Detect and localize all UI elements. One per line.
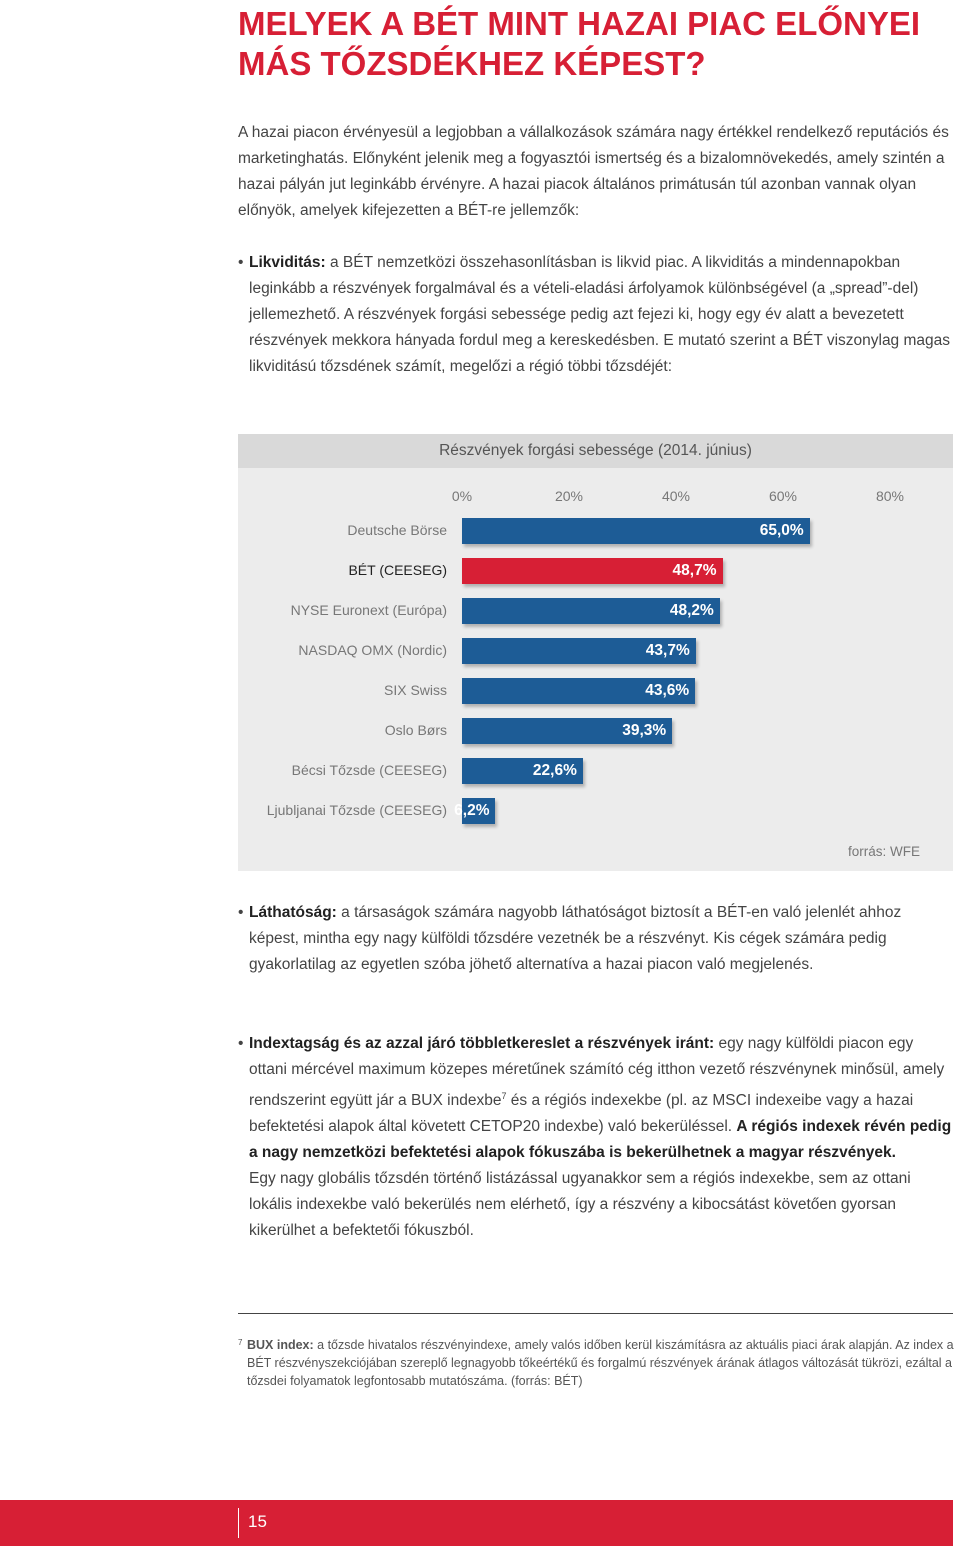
bullet-text: Egy nagy globális tőzsdén történő listáz… [249, 1170, 911, 1240]
bullet-bold: Láthatóság: [249, 904, 337, 921]
data-label: 65,0% [759, 522, 804, 539]
bullet-text: egy nagy külföldi piacon egy ottani mérc… [249, 1035, 945, 1110]
data-label: 39,3% [622, 722, 667, 739]
bullet-dot: • [238, 904, 244, 921]
tick-label: 80% [875, 488, 905, 504]
footer-bar: 15 [0, 1500, 953, 1546]
category-label: Oslo Børs [384, 722, 447, 738]
bar [462, 718, 673, 744]
tick-label: 40% [661, 488, 691, 504]
footnote-text: a tőzsde hivatalos részvényindexe, amely… [247, 1338, 954, 1388]
footnote-divider [238, 1313, 953, 1314]
data-label: 43,6% [645, 682, 690, 699]
category-label: Ljubljanai Tőzsde (CEESEG) [266, 802, 447, 818]
page-number-divider [238, 1508, 239, 1538]
category-label: SIX Swiss [383, 682, 447, 698]
title-line-2: MÁS TŐZSDÉKHEZ KÉPEST? [238, 45, 706, 82]
bar [462, 598, 720, 624]
bullet-bold: Likviditás: [249, 254, 326, 271]
bullet-indextagsag: • Indextagság és az azzal járó többletke… [238, 1031, 954, 1244]
category-label: BÉT (CEESEG) [348, 562, 447, 578]
bullet-likviditas: • Likviditás: a BÉT nemzetközi összehaso… [238, 250, 954, 380]
page-number: 15 [248, 1512, 267, 1531]
bullet-bold-2: A régiós indexek révén pedig a nagy nemz… [249, 1118, 952, 1162]
bullet-bold: Indextagság és az azzal járó többletkere… [249, 1035, 715, 1052]
category-label: Bécsi Tőzsde (CEESEG) [291, 762, 447, 778]
chart-source: forrás: WFE [847, 844, 920, 859]
footnote: 7 BUX index: a tőzsde hivatalos részvény… [238, 1336, 954, 1390]
data-label: 48,2% [669, 602, 714, 619]
bullet-dot: • [238, 254, 244, 271]
footnote-bold: BUX index: [247, 1338, 314, 1352]
title-line-1: MELYEK A BÉT MINT HAZAI PIAC ELŐNYEI [238, 5, 921, 42]
bullet-lathatosag: • Láthatóság: a társaságok számára nagyo… [238, 900, 954, 978]
footnote-number: 7 [238, 1338, 243, 1347]
intro-paragraph: A hazai piacon érvényesül a legjobban a … [238, 124, 949, 219]
data-label: 6,2% [454, 802, 490, 819]
page-title: MELYEK A BÉT MINT HAZAI PIAC ELŐNYEI MÁS… [238, 4, 938, 84]
bar [462, 558, 723, 584]
bar [462, 678, 696, 704]
chart-header [238, 434, 953, 468]
bar [462, 798, 496, 824]
chart-title: Részvények forgási sebessége (2014. júni… [439, 442, 752, 459]
tick-label: 60% [768, 488, 798, 504]
data-label: 43,7% [645, 642, 690, 659]
category-label: NYSE Euronext (Európa) [290, 602, 447, 618]
turnover-chart: Részvények forgási sebessége (2014. júni… [238, 434, 953, 871]
bullet-text: a BÉT nemzetközi összehasonlításban is l… [249, 254, 951, 375]
bar [462, 758, 583, 784]
bar [462, 638, 696, 664]
bullet-text: a társaságok számára nagyobb láthatóságo… [249, 904, 902, 973]
category-label: Deutsche Börse [347, 522, 447, 538]
data-label: 22,6% [532, 762, 577, 779]
data-label: 48,7% [672, 562, 717, 579]
bar [462, 518, 810, 544]
bullet-text: és a régiós indexekbe (pl. az MSCI index… [249, 1092, 914, 1136]
footnote-ref: 7 [501, 1091, 507, 1101]
category-label: NASDAQ OMX (Nordic) [298, 642, 447, 658]
bullet-dot: • [238, 1035, 244, 1052]
tick-label: 0% [451, 488, 473, 504]
tick-label: 20% [554, 488, 584, 504]
